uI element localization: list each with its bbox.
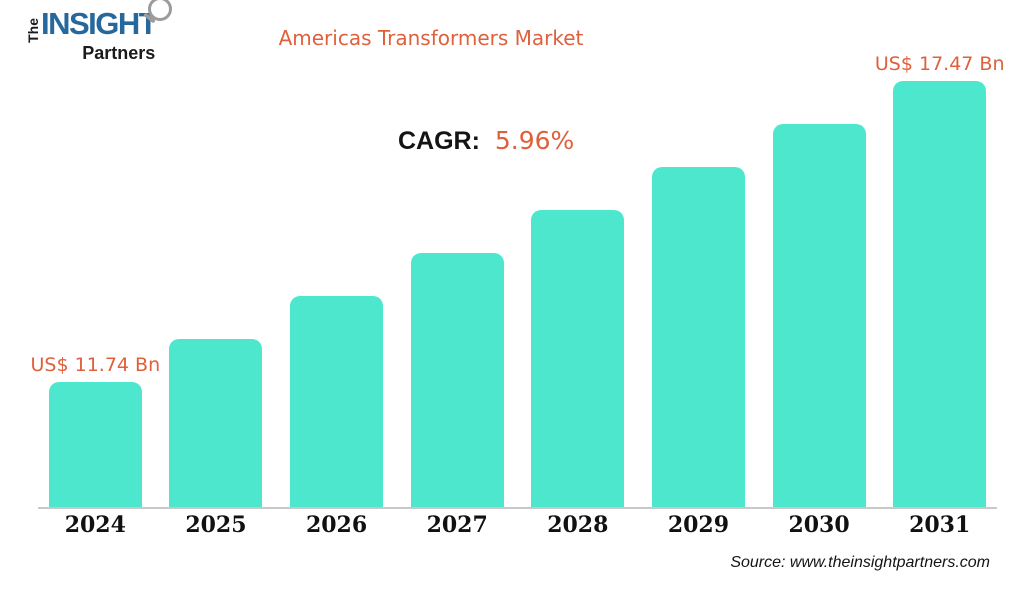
insight-partners-logo: The INSIGHT Partners	[25, 0, 173, 63]
bar-2030	[772, 124, 866, 507]
magnifier-lens-icon	[148, 0, 173, 21]
logo-word-insight: INSIGHT	[41, 6, 158, 42]
logo-word-the: The	[25, 18, 41, 43]
cagr-annotation: CAGR: 5.96%	[398, 126, 574, 156]
cagr-value: 5.96%	[494, 126, 575, 155]
x-axis-labels: 2024 2025 2026 2027 2028 2029 2030 2031	[35, 512, 1000, 538]
x-axis-label-2024: 2024	[64, 512, 126, 538]
x-axis-label-2029: 2029	[667, 512, 730, 538]
bar-cell-2030	[759, 67, 880, 507]
x-axis-label-2030: 2030	[788, 512, 850, 538]
bar-2028	[531, 210, 625, 507]
x-axis-label-2025: 2025	[185, 512, 247, 538]
plot-area: US$ 11.74 Bn US$ 17.47 Bn	[31, 53, 1004, 507]
bar-cell-2029	[638, 67, 759, 507]
bar-2029	[651, 167, 745, 507]
logo-row: The INSIGHT	[25, 0, 173, 43]
logo-word-partners: Partners	[82, 42, 156, 63]
bar-cell-2027	[397, 67, 518, 507]
bar-2026	[290, 295, 384, 507]
bar-2024	[48, 382, 142, 507]
x-axis-label-2028: 2028	[547, 512, 609, 538]
x-axis-label-2031: 2031	[909, 512, 971, 538]
bar-cell-2031: US$ 17.47 Bn	[875, 53, 1004, 507]
chart-title: Americas Transformers Market	[278, 26, 584, 50]
bar-2031	[893, 81, 987, 507]
bar-cell-2028	[518, 67, 639, 507]
bar-value-label-2031: US$ 17.47 Bn	[874, 53, 1005, 75]
x-axis-label-2026: 2026	[305, 512, 368, 538]
bar-cell-2026	[276, 67, 397, 507]
bar-value-label-2024: US$ 11.74 Bn	[30, 354, 161, 376]
source-attribution: Source: www.theinsightpartners.com	[730, 554, 990, 571]
x-axis-label-2027: 2027	[426, 512, 488, 538]
cagr-label: CAGR:	[398, 127, 480, 155]
bar-2027	[410, 252, 504, 507]
x-axis-line	[38, 507, 997, 509]
bar-2025	[169, 338, 263, 507]
bar-cell-2024: US$ 11.74 Bn	[31, 67, 160, 507]
bar-cell-2025	[156, 67, 277, 507]
magnifier-icon	[143, 0, 173, 24]
